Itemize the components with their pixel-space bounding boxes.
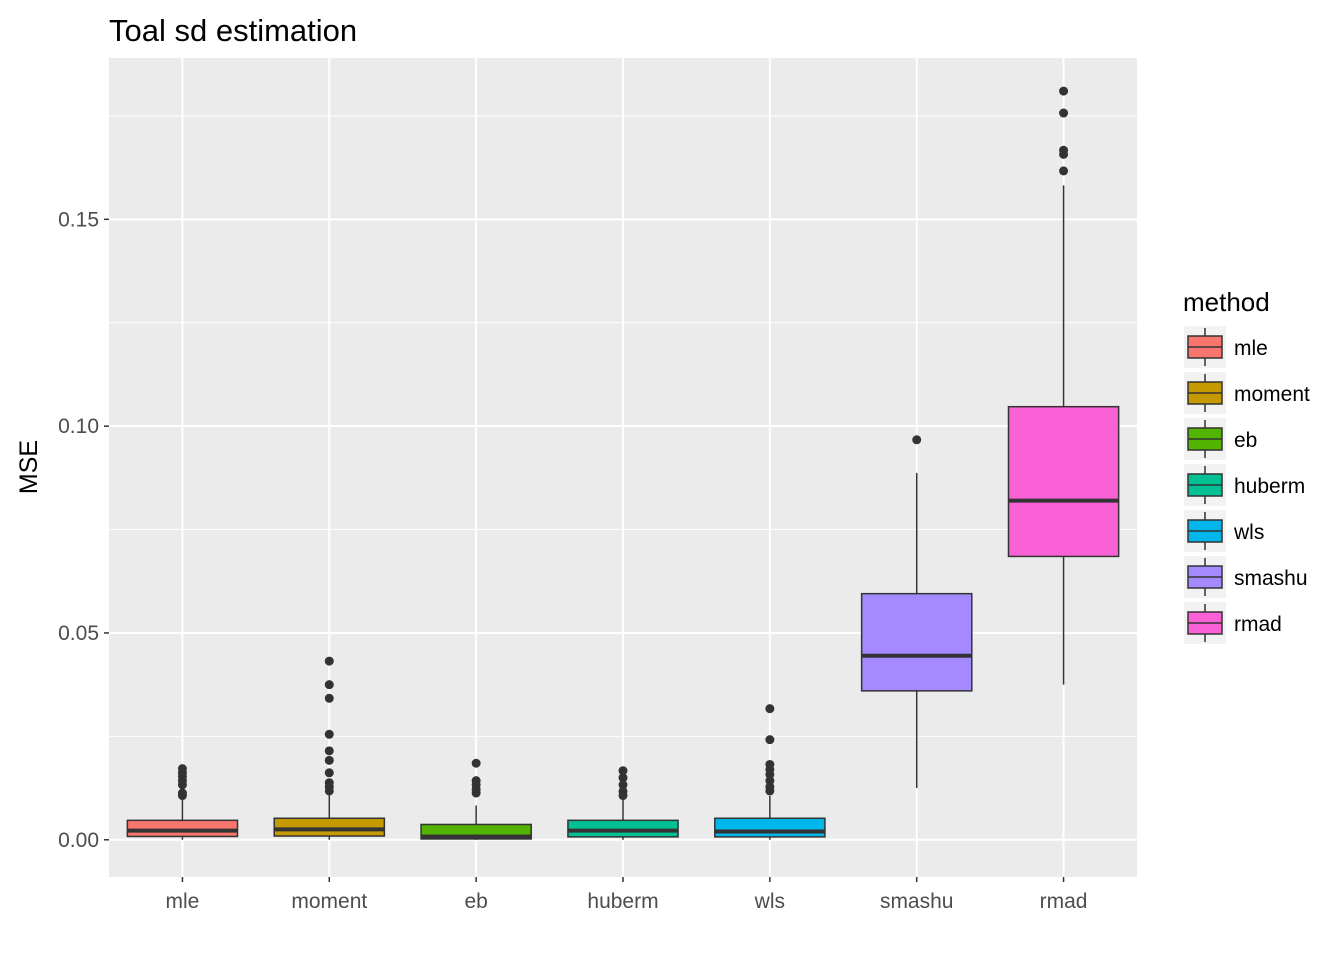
outlier-point [324, 729, 334, 739]
box-body [273, 817, 386, 837]
outlier-point [618, 766, 628, 776]
outlier-point [912, 435, 922, 445]
outlier-point [1059, 145, 1069, 155]
box-body [1007, 405, 1120, 558]
outlier-point [765, 782, 775, 792]
legend-label: eb [1234, 429, 1257, 452]
outlier-point [177, 764, 187, 774]
box-mle [126, 764, 239, 840]
legend: method mle moment eb huberm wls smashu rmad [1183, 287, 1310, 644]
x-tick-label: wls [754, 890, 785, 913]
outlier-point [324, 755, 334, 765]
y-tick-label: 0.10 [58, 415, 99, 438]
y-tick-label: 0.05 [58, 622, 99, 645]
outlier-point [618, 780, 628, 790]
legend-label: huberm [1234, 475, 1305, 498]
x-tick-label: moment [291, 890, 367, 913]
box-huberm [567, 766, 679, 840]
outlier-point [324, 778, 334, 788]
legend-item-huberm: huberm [1184, 464, 1305, 506]
outlier-point [324, 746, 334, 756]
box-body [714, 817, 826, 838]
outlier-point [324, 680, 334, 690]
outlier-point [471, 776, 481, 786]
x-tick-label: smashu [880, 890, 954, 913]
legend-item-moment: moment [1184, 372, 1310, 414]
x-tick-label: mle [166, 890, 200, 913]
box-moment [273, 656, 386, 840]
outlier-point [765, 704, 775, 714]
outlier-point [618, 786, 628, 796]
legend-label: smashu [1234, 567, 1308, 590]
box-eb [420, 758, 532, 840]
legend-label: rmad [1234, 613, 1282, 636]
y-tick-label: 0.15 [58, 208, 99, 231]
box-wls [714, 704, 826, 840]
outlier-point [1059, 86, 1069, 96]
box-body [860, 592, 973, 692]
chart-title: Toal sd estimation [109, 13, 357, 48]
outlier-point [765, 776, 775, 786]
outlier-point [324, 693, 334, 703]
box-smashu [860, 435, 973, 789]
y-axis-title: MSE [15, 440, 43, 494]
legend-item-rmad: rmad [1184, 602, 1282, 644]
box-body [567, 819, 679, 838]
outlier-point [1059, 166, 1069, 176]
outlier-point [1059, 108, 1069, 118]
x-tick-label: huberm [587, 890, 658, 913]
legend-title: method [1183, 287, 1270, 317]
y-axis: 0.00 0.05 0.10 0.15 [58, 208, 109, 852]
x-tick-label: eb [464, 890, 487, 913]
boxes-layer [126, 86, 1120, 840]
outlier-point [177, 788, 187, 798]
legend-label: mle [1234, 337, 1268, 360]
legend-item-wls: wls [1184, 510, 1264, 552]
outlier-point [324, 656, 334, 666]
box-body [126, 819, 239, 838]
legend-label: wls [1233, 521, 1264, 544]
outlier-point [765, 759, 775, 769]
legend-label: moment [1234, 383, 1310, 406]
outlier-point [471, 758, 481, 768]
x-tick-label: rmad [1040, 890, 1088, 913]
y-tick-label: 0.00 [58, 829, 99, 852]
outlier-point [765, 735, 775, 745]
outlier-point [324, 768, 334, 778]
x-axis: mle moment eb huberm wls smashu rmad [166, 877, 1088, 913]
legend-item-smashu: smashu [1184, 556, 1308, 598]
legend-item-mle: mle [1184, 326, 1268, 368]
legend-item-eb: eb [1184, 418, 1257, 460]
box-rmad [1007, 86, 1120, 685]
outlier-point [618, 773, 628, 783]
